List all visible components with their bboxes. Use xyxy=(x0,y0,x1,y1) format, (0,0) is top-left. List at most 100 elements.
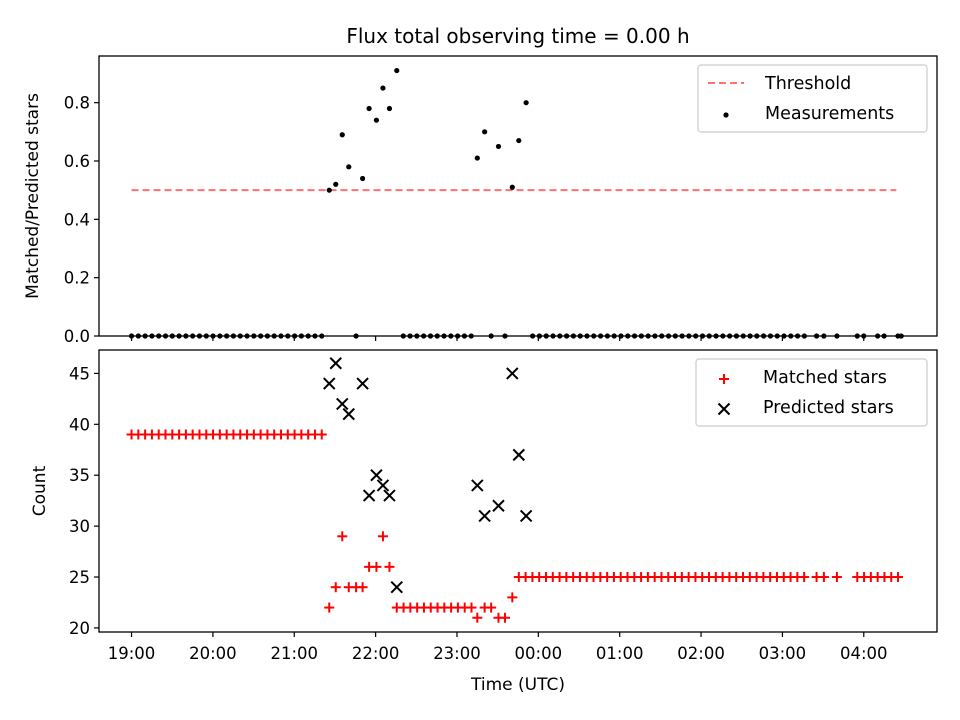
matched-point xyxy=(337,531,348,542)
legend-box xyxy=(695,358,928,427)
y-tick-label: 25 xyxy=(69,568,90,587)
y-tick-label: 0.8 xyxy=(64,94,90,113)
predicted-point xyxy=(471,479,484,492)
legend-measurement-swatch xyxy=(723,112,729,118)
matched-point xyxy=(316,429,327,440)
ratio-panel: 0.0 0.2 0.4 0.6 0.8 Matched/Predicted stars Th… xyxy=(23,55,938,346)
x-stroke-b xyxy=(492,499,505,512)
x-stroke-b xyxy=(362,489,376,502)
x-tick-label: 03:00 xyxy=(759,644,807,663)
axes-frame xyxy=(98,55,938,337)
x-tick-label: 21:00 xyxy=(270,644,318,663)
legend-label: Matched stars xyxy=(763,368,887,388)
y-tick-label: 35 xyxy=(69,466,90,485)
x-stroke-b xyxy=(336,397,349,411)
matched-point xyxy=(799,572,810,583)
x-stroke-b xyxy=(323,377,336,390)
predicted-point xyxy=(342,407,355,421)
matched-point xyxy=(330,582,341,593)
predicted-point xyxy=(376,479,390,492)
predicted-point xyxy=(512,448,526,462)
legend-label: Measurements xyxy=(765,104,894,124)
measurement-point xyxy=(380,85,386,91)
predicted-point xyxy=(492,499,505,512)
x-stroke-b xyxy=(342,407,355,421)
y-tick-label: 20 xyxy=(69,619,90,638)
legend-label: Predicted stars xyxy=(763,398,894,418)
measurement-point xyxy=(495,143,502,150)
measurement-point xyxy=(326,187,332,193)
legend: Matched stars Predicted stars xyxy=(695,358,928,427)
measurement-point xyxy=(394,67,400,74)
predicted-point xyxy=(506,367,519,380)
y-tick-label: 0.4 xyxy=(64,210,90,229)
plot-area xyxy=(128,67,904,339)
measurement-point xyxy=(523,100,529,106)
measurement-point xyxy=(373,117,380,123)
x-stroke-b xyxy=(478,509,491,523)
predicted-point xyxy=(356,377,369,390)
axes-frame xyxy=(98,349,938,633)
x-stroke-b xyxy=(390,580,403,594)
measurement-point xyxy=(474,155,480,161)
plot-area xyxy=(126,357,904,623)
y-tick-label: 40 xyxy=(69,415,90,434)
matched-point xyxy=(486,602,497,613)
x-stroke-b xyxy=(383,489,396,502)
x-tick-label: 23:00 xyxy=(433,644,481,663)
x-stroke-b xyxy=(519,509,533,523)
matched-point xyxy=(818,572,829,583)
matched-point xyxy=(324,602,335,613)
y-axis-label: Matched/Predicted stars xyxy=(23,93,43,299)
x-stroke-b xyxy=(370,469,383,482)
legend-matched-swatch xyxy=(719,374,729,384)
legend-label: Threshold xyxy=(764,74,851,94)
predicted-point xyxy=(336,397,349,411)
count-panel: 20 25 30 35 40 45 19:00 20:00 21:00 22:00 23:00 00:… xyxy=(30,349,938,663)
measurement-point xyxy=(509,184,515,190)
measurement-point xyxy=(516,137,522,144)
y-tick-label: 0.0 xyxy=(64,327,90,346)
legend-box xyxy=(697,64,928,133)
matched-point xyxy=(377,531,388,542)
x-tick-label: 02:00 xyxy=(677,644,725,663)
x-stroke-b xyxy=(329,357,342,370)
measurement-point xyxy=(333,181,339,187)
measurement-point xyxy=(366,105,372,112)
predicted-point xyxy=(329,357,342,370)
x-stroke-b xyxy=(717,402,731,416)
x-tick-label: 04:00 xyxy=(840,644,888,663)
x-tick-label: 01:00 xyxy=(596,644,644,663)
x-tick-label: 20:00 xyxy=(189,644,237,663)
predicted-point xyxy=(478,509,491,523)
x-tick-label: 00:00 xyxy=(515,644,563,663)
measurement-point xyxy=(346,164,352,170)
x-stroke-b xyxy=(376,479,390,492)
y-tick-label: 45 xyxy=(69,364,90,383)
matched-point xyxy=(371,561,382,572)
x-stroke-b xyxy=(512,448,526,462)
measurement-point xyxy=(360,175,366,182)
measurement-point xyxy=(386,105,393,112)
y-tick-label: 0.2 xyxy=(64,269,90,288)
x-stroke-b xyxy=(506,367,519,380)
legend: Threshold Measurements xyxy=(697,64,928,133)
matched-point xyxy=(893,572,904,583)
matched-point xyxy=(384,561,395,572)
matched-point xyxy=(472,612,483,623)
matched-point xyxy=(831,572,842,583)
x-tick-label: 22:00 xyxy=(352,644,400,663)
x-tick-label: 19:00 xyxy=(108,644,156,663)
predicted-point xyxy=(323,377,336,390)
chart-title: Flux total observing time = 0.00 h xyxy=(346,24,689,48)
matched-point xyxy=(507,592,518,603)
x-stroke-b xyxy=(471,479,484,492)
predicted-point xyxy=(383,489,396,502)
matched-point xyxy=(357,582,368,593)
x-axis-label: Time (UTC) xyxy=(470,675,565,695)
matched-point xyxy=(499,612,510,623)
y-axis-label: Count xyxy=(30,465,50,516)
x-stroke-b xyxy=(356,377,369,390)
predicted-point xyxy=(390,580,403,594)
